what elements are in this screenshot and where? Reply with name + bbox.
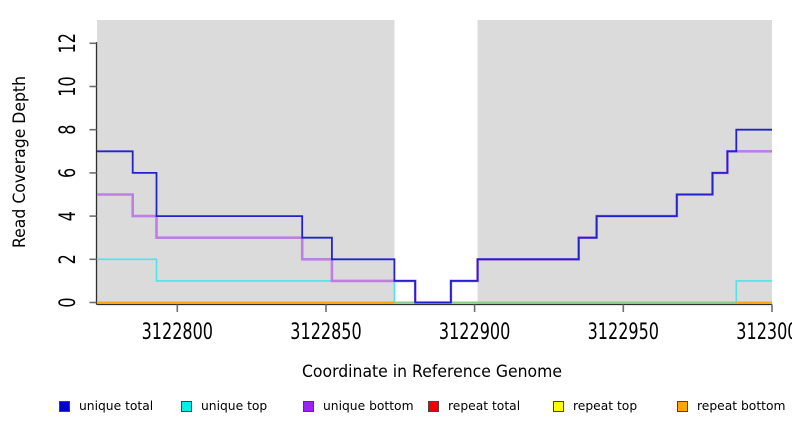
coverage-plot-svg: 3122800 3122850 3122900 3122950 3123000 0 2 4 6 8… <box>10 20 792 382</box>
x-tick-label: 3122950 <box>588 320 659 345</box>
y-tick-label: 6 <box>56 168 81 178</box>
legend-label: unique total <box>79 399 154 413</box>
legend-label: unique top <box>201 399 268 413</box>
legend-swatch-unique-top <box>181 400 192 412</box>
x-tick-label: 3122850 <box>290 320 361 345</box>
legend-item-unique-top: unique top <box>181 399 267 413</box>
legend-label: unique bottom <box>323 399 414 413</box>
legend-item-unique-total: unique total <box>59 399 153 413</box>
legend-label: repeat top <box>573 399 638 413</box>
x-tick-label: 3123000 <box>736 320 792 345</box>
chart-legend: unique total unique top unique bottom repea… <box>0 399 792 423</box>
y-tick-label: 8 <box>56 125 81 135</box>
axis-tick-labels: 3122800 3122850 3122900 3122950 3123000 0 2 4 6 8… <box>56 33 792 345</box>
y-tick-label: 12 <box>56 33 81 53</box>
x-axis-title: Coordinate in Reference Genome <box>302 362 562 382</box>
legend-swatch-unique-total <box>59 400 70 412</box>
series-line-unique-top <box>97 258 772 304</box>
legend-item-unique-bottom: unique bottom <box>303 399 414 413</box>
axis-ticks <box>89 42 773 312</box>
legend-swatch-repeat-top <box>553 400 564 412</box>
legend-label: repeat bottom <box>697 399 786 413</box>
legend-swatch-repeat-total <box>428 400 439 412</box>
legend-item-repeat-total: repeat total <box>428 399 520 413</box>
legend-item-repeat-bottom: repeat bottom <box>677 399 785 413</box>
y-tick-label: 10 <box>56 76 81 96</box>
x-tick-label: 3122900 <box>439 320 510 345</box>
y-tick-label: 0 <box>56 297 81 307</box>
legend-swatch-repeat-bottom <box>677 400 688 412</box>
y-tick-label: 4 <box>56 211 81 221</box>
legend-label: repeat total <box>448 399 521 413</box>
series-line-unique-total <box>97 128 772 304</box>
panel-background <box>477 20 772 305</box>
plot-panel-backgrounds <box>97 20 772 305</box>
y-axis-title: Read Coverage Depth <box>10 76 30 248</box>
legend-item-repeat-top: repeat top <box>553 399 637 413</box>
y-tick-label: 2 <box>56 254 81 264</box>
panel-background <box>97 20 395 305</box>
legend-swatch-unique-bottom <box>303 400 314 412</box>
series-lines <box>97 128 772 304</box>
x-tick-label: 3122800 <box>142 320 213 345</box>
